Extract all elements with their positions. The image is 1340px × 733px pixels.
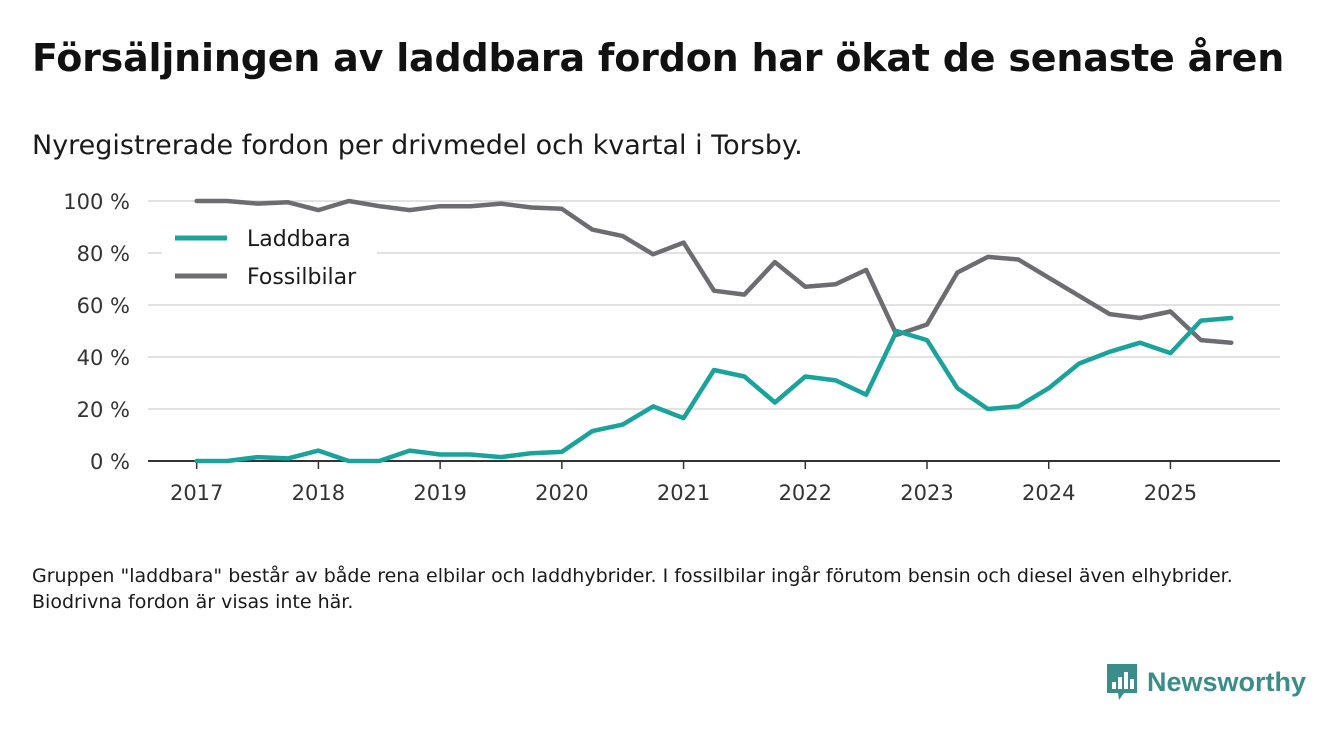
brand-name: Newsworthy	[1146, 666, 1306, 697]
x-tick-label: 2022	[779, 481, 832, 505]
x-tick-label: 2019	[413, 481, 466, 505]
footnote: Gruppen "laddbara" består av både rena e…	[32, 565, 1233, 613]
legend-background	[162, 220, 377, 300]
y-tick-label: 20 %	[77, 398, 130, 422]
newsworthy-logo-icon	[1106, 664, 1137, 700]
chart-title: Försäljningen av laddbara fordon har öka…	[32, 36, 1285, 80]
brand-logo[interactable]: Newsworthy	[1105, 662, 1306, 702]
series-line-laddbara	[194, 315, 1234, 464]
chart-subtitle: Nyregistrerade fordon per drivmedel och …	[32, 130, 803, 161]
legend-label: Laddbara	[247, 227, 351, 252]
x-tick-label: 2024	[1022, 481, 1075, 505]
y-tick-label: 80 %	[77, 242, 130, 266]
x-tick-label: 2025	[1144, 481, 1197, 505]
y-tick-label: 40 %	[77, 346, 130, 370]
legend-label: Fossilbilar	[247, 265, 357, 290]
y-tick-label: 0 %	[90, 450, 130, 474]
series-line-fossilbilar	[194, 198, 1234, 345]
y-tick-label: 60 %	[77, 294, 130, 318]
x-tick-label: 2017	[170, 481, 223, 505]
x-tick-label: 2021	[657, 481, 710, 505]
y-tick-label: 100 %	[63, 190, 130, 214]
x-tick-label: 2020	[535, 481, 588, 505]
x-tick-label: 2018	[292, 481, 345, 505]
x-tick-label: 2023	[900, 481, 953, 505]
